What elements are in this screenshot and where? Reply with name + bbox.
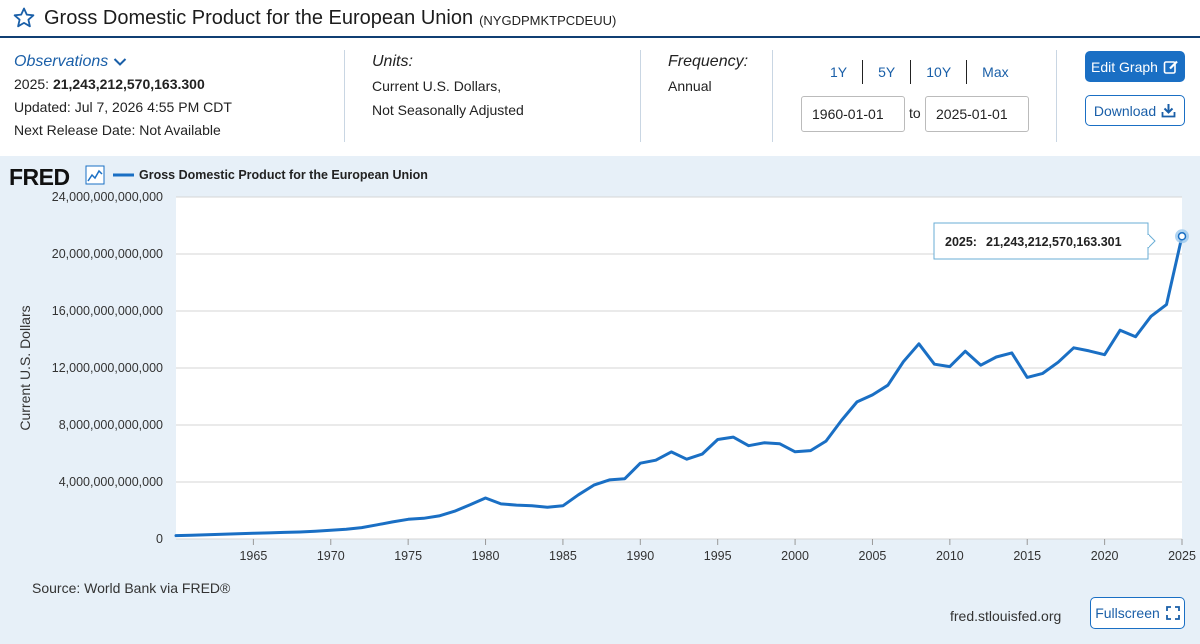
x-tick-label: 2015 xyxy=(1013,549,1041,563)
y-tick-label: 24,000,000,000,000 xyxy=(52,190,163,204)
range-max-button[interactable]: Max xyxy=(982,64,1009,80)
edit-graph-label: Edit Graph xyxy=(1091,58,1158,75)
divider xyxy=(1056,50,1057,142)
observations-toggle-label: Observations xyxy=(14,53,109,70)
y-tick-label: 8,000,000,000,000 xyxy=(59,418,163,432)
start-date-input[interactable] xyxy=(801,96,905,132)
x-tick-label: 2000 xyxy=(781,549,809,563)
title-bar: Gross Domestic Product for the European … xyxy=(0,0,1200,36)
frequency-value: Annual xyxy=(668,78,712,94)
divider xyxy=(772,50,773,142)
updated-text: Updated: Jul 7, 2026 4:55 PM CDT xyxy=(14,99,232,115)
range-buttons: 1Y 5Y 10Y Max xyxy=(815,60,1024,84)
to-label: to xyxy=(909,105,921,121)
site-link[interactable]: fred.stlouisfed.org xyxy=(950,608,1062,624)
source-note: Source: World Bank via FRED® xyxy=(32,580,231,596)
y-tick-label: 0 xyxy=(156,532,163,546)
x-axis-ticks: 1965 1970 1975 1980 1985 1990 1995 2000 2005 2010… xyxy=(239,539,1196,563)
x-tick-label: 1995 xyxy=(704,549,732,563)
series-line xyxy=(174,234,1184,538)
grid-lines xyxy=(176,196,1182,540)
x-tick-label: 1970 xyxy=(317,549,345,563)
end-date-input[interactable] xyxy=(925,96,1029,132)
frequency-heading: Frequency: xyxy=(668,53,749,70)
x-tick-label: 1975 xyxy=(394,549,422,563)
download-icon xyxy=(1161,104,1176,118)
series-id: (NYGDPMKTPCDEUU) xyxy=(479,13,617,28)
fred-logo: FRED xyxy=(9,164,70,190)
series-layer xyxy=(174,229,1189,538)
value-tooltip: 2025: 21,243,212,570,163.301 xyxy=(933,222,1156,260)
x-tick-label: 2010 xyxy=(936,549,964,563)
latest-observation: 2025: 21,243,212,570,163.300 xyxy=(14,73,232,96)
gdp-line-chart: FRED Gross Domestic Product for the Euro… xyxy=(9,164,1196,563)
observation-value: 21,243,212,570,163.300 xyxy=(52,76,205,92)
chart-trend-icon xyxy=(85,165,105,185)
range-10y-button[interactable]: 10Y xyxy=(911,60,968,84)
star-icon[interactable] xyxy=(12,6,36,30)
fullscreen-button[interactable]: Fullscreen xyxy=(1090,597,1185,629)
units-panel: Units: Current U.S. Dollars, Not Seasona… xyxy=(372,50,524,122)
next-release-text: Next Release Date: Not Available xyxy=(14,122,221,138)
x-tick-label: 1980 xyxy=(472,549,500,563)
fullscreen-icon xyxy=(1165,606,1180,620)
units-heading: Units: xyxy=(372,53,413,70)
y-axis-label: Current U.S. Dollars xyxy=(17,305,33,430)
y-axis-ticks: 0 4,000,000,000,000 8,000,000,000,000 12,00… xyxy=(52,190,163,546)
highlight-point xyxy=(1177,232,1187,241)
download-button[interactable]: Download xyxy=(1085,95,1185,126)
y-tick-label: 12,000,000,000,000 xyxy=(52,361,163,375)
download-label: Download xyxy=(1093,102,1157,119)
observations-toggle[interactable]: Observations xyxy=(14,50,127,73)
edit-icon xyxy=(1163,60,1178,74)
y-tick-label: 20,000,000,000,000 xyxy=(52,247,163,261)
legend-label: Gross Domestic Product for the European … xyxy=(139,168,428,182)
divider xyxy=(640,50,641,142)
divider xyxy=(344,50,345,142)
graph-area: FRED Gross Domestic Product for the Euro… xyxy=(0,156,1200,644)
x-tick-label: 2020 xyxy=(1091,549,1119,563)
series-meta: Observations 2025: 21,243,212,570,163.30… xyxy=(0,38,1200,156)
units-line-1: Current U.S. Dollars, xyxy=(372,78,502,94)
range-5y-button[interactable]: 5Y xyxy=(863,60,912,84)
x-tick-label: 2005 xyxy=(859,549,887,563)
edit-graph-button[interactable]: Edit Graph xyxy=(1085,51,1185,82)
title-rule xyxy=(0,36,1200,38)
x-tick-label: 1965 xyxy=(239,549,267,563)
x-tick-label: 2025 xyxy=(1168,549,1196,563)
x-tick-label: 1990 xyxy=(626,549,654,563)
y-tick-label: 4,000,000,000,000 xyxy=(59,475,163,489)
page-title: Gross Domestic Product for the European … xyxy=(44,6,474,29)
chevron-down-icon xyxy=(114,57,127,66)
observations-panel: Observations 2025: 21,243,212,570,163.30… xyxy=(14,50,232,142)
observation-year: 2025: xyxy=(14,76,50,92)
frequency-panel: Frequency: Annual xyxy=(668,50,748,98)
fullscreen-label: Fullscreen xyxy=(1095,605,1160,621)
units-line-2: Not Seasonally Adjusted xyxy=(372,102,524,118)
tooltip-value: 21,243,212,570,163.301 xyxy=(986,235,1122,249)
x-tick-label: 1985 xyxy=(549,549,577,563)
range-1y-button[interactable]: 1Y xyxy=(815,60,864,84)
y-tick-label: 16,000,000,000,000 xyxy=(52,304,163,318)
tooltip-year: 2025: xyxy=(945,235,977,249)
